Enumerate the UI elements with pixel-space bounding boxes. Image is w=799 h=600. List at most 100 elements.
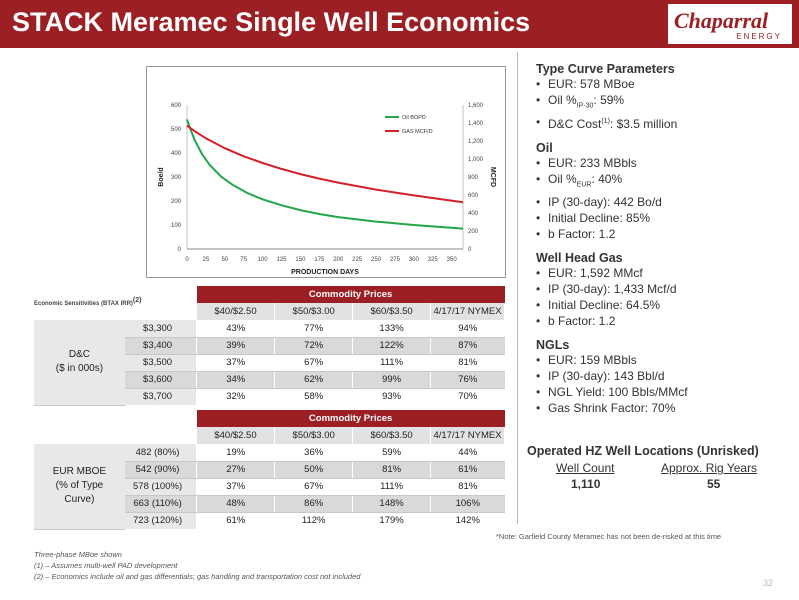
irr-cell: 81% [352,461,431,479]
y-tick-label: 0 [178,247,182,253]
irr-cell: 86% [274,495,353,513]
table-row: 723 (120%) 61% 112% 179% 142% [34,512,505,529]
list-item: b Factor: 1.2 [536,226,791,242]
x-tick-label: 200 [333,257,344,263]
list-item: NGL Yield: 100 Bbls/MMcf [536,384,791,400]
irr-cell: 112% [274,512,353,529]
row-group-line: ($ in 000s) [55,363,104,375]
list-item: Gas Shrink Factor: 70% [536,400,791,416]
row-label: 542 (90%) [124,461,197,479]
y2-tick-label: 600 [468,193,479,199]
row-label: $3,700 [124,388,197,405]
parameters-panel: Type Curve Parameters EUR: 578 MBoe Oil … [536,62,791,416]
price-col-header: 4/17/17 NYMEX [430,303,505,320]
x-tick-label: 50 [221,257,228,263]
y2-tick-label: 1,000 [468,157,484,163]
irr-cell: 67% [274,478,353,496]
irr-cell: 94% [430,320,505,338]
irr-cell: 106% [430,495,505,513]
y-tick-label: 100 [171,223,182,229]
row-group-label: D&C ($ in 000s) [34,320,125,406]
x-tick-label: 350 [447,257,458,263]
irr-cell: 67% [274,354,353,372]
price-col-header: 4/17/17 NYMEX [430,427,505,444]
row-label: $3,500 [124,354,197,372]
x-tick-label: 325 [428,257,439,263]
oil-title: Oil [536,141,553,156]
irr-cell: 76% [430,371,505,389]
irr-cell: 122% [352,337,431,355]
footnote: Three-phase MBoe shown [34,550,122,559]
legend-label: GAS MCF/D [402,129,433,135]
ngl-title: NGLs [536,337,570,352]
type-curve-title: Type Curve Parameters [536,62,675,76]
irr-cell: 50% [274,461,353,479]
footnote: (1) – Assumes multi-well PAD development [34,561,178,570]
irr-cell: 48% [196,495,275,513]
x-tick-label: 75 [240,257,247,263]
table-row: EUR MBOE (% of Type Curve) 482 (80%) 19% 36% 5… [34,444,505,530]
y-tick-label: 200 [171,199,182,205]
table-row: $3,500 37% 67% 111% 81% [34,354,505,372]
y2-tick-label: 1,200 [468,139,484,145]
y-tick-label: 600 [171,103,182,109]
logo-sub: ENERGY [736,32,782,41]
y2-tick-label: 200 [468,229,479,235]
row-group-line: (% of Type [55,480,104,492]
footnote: (2) – Economics include oil and gas diff… [34,572,361,581]
irr-cell: 70% [430,388,505,405]
page-number: 32 [763,578,774,588]
irr-cell: 27% [196,461,275,479]
irr-cell: 133% [352,320,431,338]
irr-cell: 81% [430,478,505,496]
y2-tick-label: 0 [468,247,472,253]
irr-cell: 72% [274,337,353,355]
sensitivity-table-dc: Commodity Prices $40/$2.50 $50/$3.00 $60… [34,286,505,406]
irr-cell: 99% [352,371,431,389]
list-item: EUR: 1,592 MMcf [536,265,791,281]
type-curve-chart: 0 25 50 75 100 125 150 175 200 225 250 275 300 325 350… [146,66,506,278]
price-col-header: $60/$3.50 [352,303,432,320]
well-count-value: 1,110 [571,477,601,491]
irr-cell: 44% [430,444,505,462]
table-row: $3,400 39% 72% 122% 87% [34,337,505,355]
list-item: IP (30-day): 1,433 Mcf/d [536,281,791,297]
irr-cell: 32% [196,388,275,405]
list-item: Initial Decline: 64.5% [536,297,791,313]
x-tick-label: 25 [203,257,210,263]
irr-cell: 59% [352,444,431,462]
chart-svg: 0 25 50 75 100 125 150 175 200 225 250 275 300 325 350… [158,103,496,276]
legend-label: Oil BOPD [402,115,426,121]
irr-cell: 37% [196,478,275,496]
company-logo: Chaparral ENERGY [668,4,792,44]
x-axis-label: PRODUCTION DAYS [291,269,359,276]
sensitivities-label: Economic Sensitivities (BTAX IRR)(2) [34,297,142,307]
list-item: EUR: 159 MBbls [536,352,791,368]
irr-cell: 77% [274,320,353,338]
row-group-line: D&C [68,349,90,361]
y-tick-label: 400 [171,151,182,157]
header-banner: STACK Meramec Single Well Economics Chap… [0,0,799,48]
locations-title: Operated HZ Well Locations (Unrisked) [527,444,759,458]
y-tick-label: 300 [171,175,182,181]
table-row: 663 (110%) 48% 86% 148% 106% [34,495,505,513]
irr-cell: 61% [196,512,275,529]
list-item: D&C Cost(1): $3.5 million [536,114,791,132]
price-col-header: $60/$3.50 [352,427,432,444]
table-row: 542 (90%) 27% 50% 81% 61% [34,461,505,479]
rig-years-value: 55 [707,477,721,491]
row-label: $3,600 [124,371,197,389]
irr-cell: 111% [352,354,431,372]
x-tick-label: 250 [371,257,382,263]
y2-axis-label: MCFD [489,167,496,187]
list-item: IP (30-day): 143 Bbl/d [536,368,791,384]
oil-list: EUR: 233 MBbls Oil %EUR: 40% IP (30-day)… [536,155,791,241]
irr-cell: 43% [196,320,275,338]
x-tick-label: 300 [409,257,420,263]
irr-cell: 37% [196,354,275,372]
row-label: $3,300 [124,320,197,338]
x-tick-label: 0 [185,257,189,263]
row-label: 482 (80%) [124,444,197,462]
page-title: STACK Meramec Single Well Economics [12,7,531,37]
row-group-line: Curve) [64,494,95,506]
